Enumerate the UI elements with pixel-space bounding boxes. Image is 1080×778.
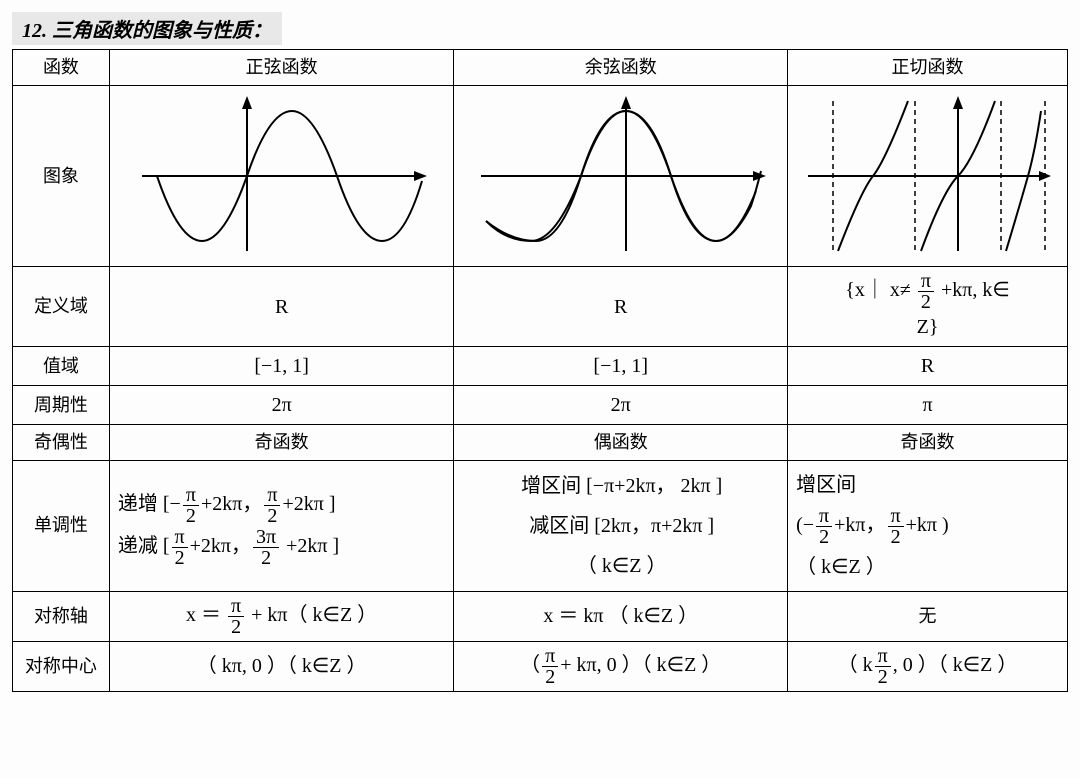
- domain-cosine: R: [454, 267, 788, 347]
- mono-cosine: 增区间 [−π+2kπ， 2kπ ] 减区间 [2kπ，π+2kπ ] （ k∈…: [454, 461, 788, 592]
- row-parity-label: 奇偶性: [13, 425, 110, 461]
- mono-tangent: 增区间 (−π2+kπ，π2+kπ ) （ k∈Z ）: [788, 461, 1068, 592]
- parity-sine: 奇函数: [109, 425, 453, 461]
- header-cosine: 余弦函数: [454, 50, 788, 86]
- row-center-label: 对称中心: [13, 641, 110, 691]
- axis-sine: x ＝ π2 + kπ（ k∈Z ）: [109, 591, 453, 641]
- axis-cosine: x ＝ kπ （ k∈Z ）: [454, 591, 788, 641]
- period-tangent: π: [788, 386, 1068, 425]
- domain-tan-line2: Z}: [917, 316, 939, 338]
- row-graph-label: 图象: [13, 86, 110, 267]
- row-range-label: 值域: [13, 347, 110, 386]
- row-domain-label: 定义域: [13, 267, 110, 347]
- header-function: 函数: [13, 50, 110, 86]
- parity-tangent: 奇函数: [788, 425, 1068, 461]
- range-tangent: R: [788, 347, 1068, 386]
- period-cosine: 2π: [454, 386, 788, 425]
- header-tangent: 正切函数: [788, 50, 1068, 86]
- section-title: 12. 三角函数的图象与性质：: [12, 12, 282, 45]
- header-sine: 正弦函数: [109, 50, 453, 86]
- range-cosine: [−1, 1]: [454, 347, 788, 386]
- domain-tan-pre: {x｜ x≠: [845, 279, 911, 301]
- parity-cosine: 偶函数: [454, 425, 788, 461]
- axis-tangent: 无: [788, 591, 1068, 641]
- range-sine: [−1, 1]: [109, 347, 453, 386]
- period-sine: 2π: [109, 386, 453, 425]
- mono-sine: 递增 [−π2+2kπ，π2+2kπ ] 递减 [π2+2kπ，3π2 +2kπ…: [109, 461, 453, 592]
- graph-sine: [109, 86, 453, 267]
- center-tangent: （ kπ2, 0 ）（ k∈Z ）: [788, 641, 1068, 691]
- row-period-label: 周期性: [13, 386, 110, 425]
- graph-cosine: [454, 86, 788, 267]
- graph-tangent: [788, 86, 1068, 267]
- row-mono-label: 单调性: [13, 461, 110, 592]
- domain-tangent: {x｜ x≠ π2 +kπ, k∈ Z}: [788, 267, 1068, 347]
- domain-sine: R: [109, 267, 453, 347]
- row-axis-label: 对称轴: [13, 591, 110, 641]
- domain-tan-post: +kπ, k∈: [941, 279, 1010, 301]
- center-cosine: （π2+ kπ, 0 ）（ k∈Z ）: [454, 641, 788, 691]
- center-sine: （ kπ, 0 ）（ k∈Z ）: [109, 641, 453, 691]
- trig-properties-table: 函数 正弦函数 余弦函数 正切函数 图象: [12, 49, 1068, 692]
